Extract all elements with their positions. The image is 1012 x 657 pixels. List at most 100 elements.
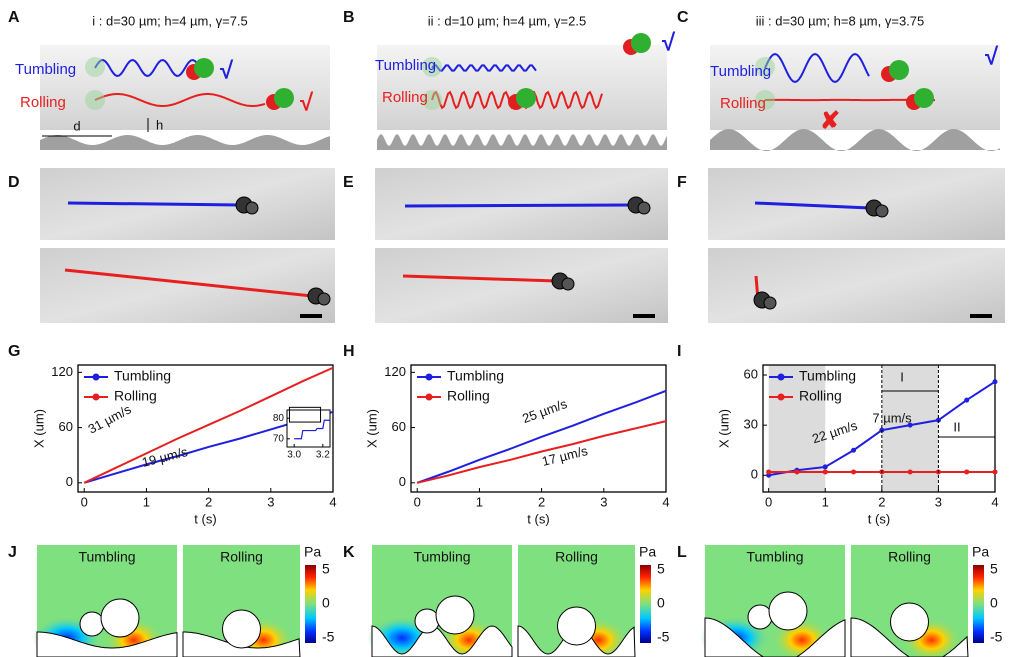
particle-large	[891, 603, 929, 641]
schematic-title: i : d=30 µm; h=4 µm, γ=7.5	[92, 13, 248, 28]
legend-label: Tumbling	[447, 368, 504, 384]
annotation: I	[900, 369, 904, 384]
map-label: Rolling	[220, 549, 263, 565]
marker	[823, 464, 828, 469]
rolling-label: Rolling	[20, 94, 66, 111]
legend-label: Rolling	[799, 388, 842, 404]
ghost	[85, 57, 105, 77]
x-tick-label: 0	[414, 494, 421, 509]
y-tick-label: 60	[392, 419, 406, 434]
map-label: Tumbling	[78, 549, 135, 565]
sphere-green	[516, 88, 536, 108]
panel-label: I	[677, 343, 681, 360]
y-axis-label: X (um)	[31, 409, 46, 448]
colorbar-tick: 0	[322, 595, 330, 611]
track	[405, 205, 632, 206]
colorbar-tick: -5	[657, 629, 670, 645]
colorbar-tick: -5	[990, 629, 1003, 645]
marker	[993, 379, 998, 384]
tumbling-label: Tumbling	[375, 57, 436, 74]
floor	[710, 129, 1000, 151]
marker	[851, 469, 856, 474]
x-tick-label: 2	[878, 494, 885, 509]
micrograph	[708, 248, 1005, 323]
micrograph	[708, 168, 1005, 240]
marker	[766, 469, 771, 474]
annotation: 7 µm/s	[872, 410, 912, 425]
rolling-mark: √	[300, 89, 314, 116]
track	[68, 203, 240, 205]
tumbling-mark: √	[220, 57, 234, 84]
particle	[638, 202, 650, 214]
legend-marker	[778, 374, 785, 381]
colorbar-tick: 0	[657, 595, 665, 611]
x-tick-label: 1	[476, 494, 483, 509]
legend-marker	[778, 394, 785, 401]
y-axis-label: X (um)	[716, 409, 731, 448]
colorbar	[640, 565, 651, 643]
y-tick-label: 120	[384, 364, 406, 379]
h-label: h	[156, 117, 163, 132]
floor	[377, 134, 667, 150]
colorbar	[973, 565, 984, 643]
panel-label: A	[8, 9, 20, 26]
y-tick-label: 0	[751, 467, 758, 482]
panel-label: H	[343, 343, 355, 360]
particle-small	[748, 605, 772, 629]
particle	[562, 278, 574, 290]
wall	[710, 45, 1000, 130]
inset-y-tick-label: 70	[273, 433, 285, 444]
panel-label: G	[8, 343, 20, 360]
colorbar-tick: 5	[990, 561, 998, 577]
legend-marker	[426, 394, 433, 401]
y-tick-label: 30	[744, 417, 758, 432]
marker	[964, 469, 969, 474]
legend-label: Tumbling	[114, 368, 171, 384]
legend-marker	[426, 374, 433, 381]
y-tick-label: 60	[744, 366, 758, 381]
colorbar-tick: 5	[322, 561, 330, 577]
panel-label: F	[677, 174, 687, 191]
schematic-title: ii : d=10 µm; h=4 µm, γ=2.5	[428, 13, 586, 28]
annotation: II	[953, 419, 960, 434]
x-tick-label: 0	[81, 494, 88, 509]
colorbar-tick: 5	[657, 561, 665, 577]
panel-label: C	[677, 9, 689, 26]
panel-label: B	[343, 9, 355, 26]
x-axis-label: t (s)	[868, 511, 890, 526]
panel-label: D	[8, 174, 20, 191]
rolling-label: Rolling	[382, 89, 428, 106]
legend-label: Rolling	[447, 388, 490, 404]
x-tick-label: 1	[822, 494, 829, 509]
rolling-label: Rolling	[720, 95, 766, 112]
rolling-mark: ✘	[820, 107, 840, 134]
map-label: Tumbling	[413, 549, 470, 565]
particle-large	[558, 607, 596, 645]
x-tick-label: 0	[765, 494, 772, 509]
y-tick-label: 120	[51, 364, 73, 379]
marker	[993, 469, 998, 474]
particle-large	[101, 599, 139, 637]
x-tick-label: 3	[267, 494, 274, 509]
marker	[794, 469, 799, 474]
schematic-title: iii : d=30 µm; h=8 µm, γ=3.75	[756, 13, 925, 28]
marker	[823, 469, 828, 474]
particle-small	[415, 609, 439, 633]
x-tick-label: 3	[935, 494, 942, 509]
sphere-green	[914, 88, 934, 108]
annotation: 19 µm/s	[140, 444, 189, 470]
d-label: d	[73, 118, 80, 133]
inset-y-tick-label: 80	[273, 413, 285, 424]
floor	[40, 135, 330, 150]
tumbling-label: Tumbling	[15, 61, 76, 78]
legend-marker	[93, 394, 100, 401]
panel-label: J	[8, 544, 17, 561]
annotation: 25 µm/s	[520, 396, 569, 426]
map-label: Rolling	[555, 549, 598, 565]
particle	[246, 202, 258, 214]
particle-small	[80, 612, 104, 636]
colorbar-unit: Pa	[304, 544, 321, 560]
legend-marker	[93, 374, 100, 381]
x-tick-label: 2	[205, 494, 212, 509]
annotation: 31 µm/s	[85, 401, 134, 436]
